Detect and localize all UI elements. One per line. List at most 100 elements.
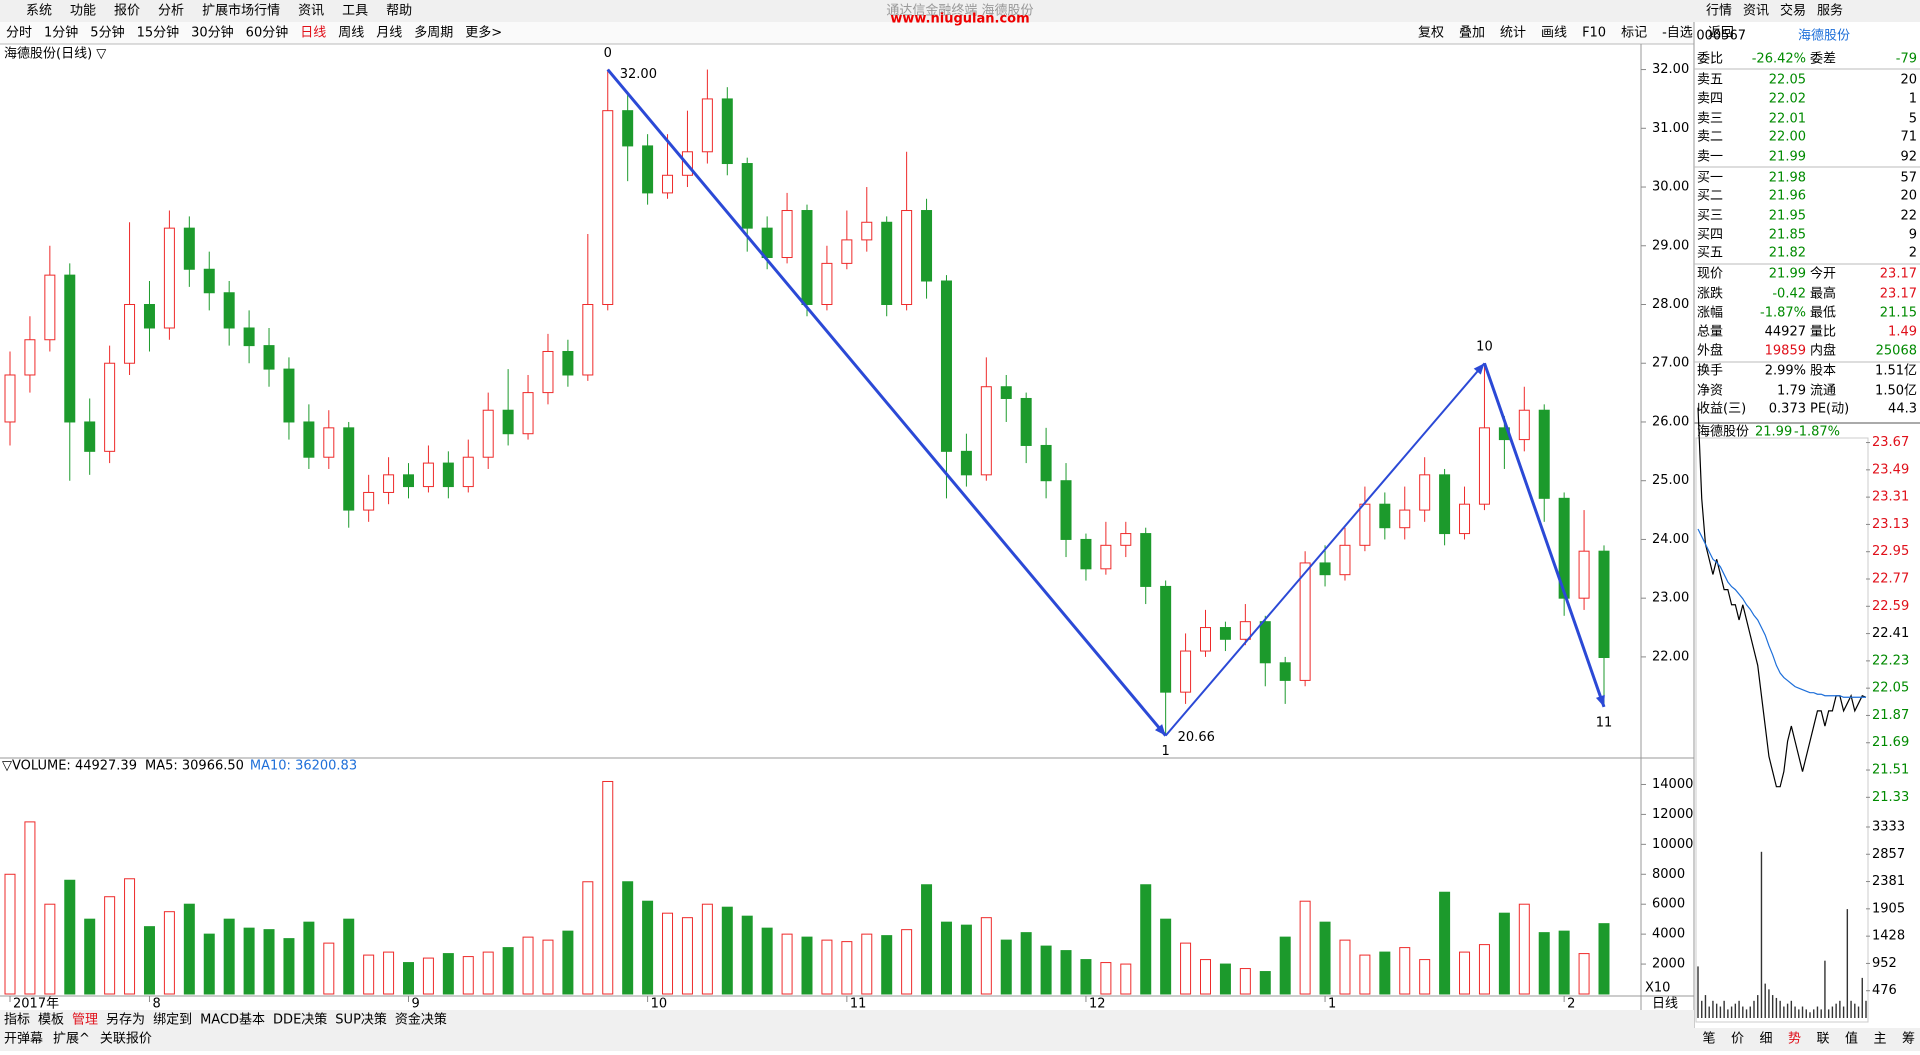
right-tab[interactable]: 联 — [1816, 1032, 1829, 1047]
bottom-tab[interactable]: 管理 — [72, 1013, 98, 1028]
period-tab[interactable]: 5分钟 — [90, 25, 124, 41]
tool-button[interactable]: 统计 — [1500, 26, 1526, 41]
intraday-volume-bar — [1842, 1006, 1845, 1018]
intraday-volume-bar — [1723, 1000, 1725, 1018]
intraday-volume-bar — [1760, 851, 1763, 1018]
bottom-tab[interactable]: 资金决策 — [395, 1012, 447, 1028]
right-tab[interactable]: 细 — [1759, 1032, 1772, 1047]
right-tab[interactable]: 值 — [1845, 1031, 1858, 1047]
candle-body — [343, 427, 355, 511]
tool-button[interactable]: -自选 — [1662, 26, 1693, 41]
right-tab[interactable]: 筹 — [1902, 1031, 1915, 1047]
volume-bar — [84, 918, 96, 995]
period-tab[interactable]: 日线 — [300, 26, 326, 41]
wave-arrowhead — [1154, 724, 1166, 736]
wave-label: 11 — [1596, 715, 1613, 730]
period-tab[interactable]: 15分钟 — [137, 25, 180, 41]
wave-arrowhead — [1595, 694, 1605, 707]
volume-bar — [1020, 932, 1032, 995]
book-label: 买五 — [1697, 246, 1723, 261]
intraday-volume-bar — [1850, 1000, 1852, 1018]
menu-bar — [0, 0, 1920, 22]
y-tick-label: 22.77 — [1872, 572, 1909, 587]
book-volume: 71 — [1900, 130, 1917, 145]
status-tab[interactable]: 开弹幕 — [4, 1032, 43, 1047]
intraday-volume-bar — [1764, 983, 1766, 1018]
volume-bar — [901, 929, 913, 995]
candle-body — [1239, 621, 1251, 640]
volume-bar — [662, 912, 674, 995]
menu-item[interactable]: 分析 — [158, 4, 184, 19]
right-tab[interactable]: 价 — [1731, 1032, 1744, 1047]
tool-button[interactable]: 叠加 — [1459, 26, 1485, 41]
period-tab[interactable]: 多周期 — [414, 25, 453, 41]
volume-bar — [1319, 921, 1331, 995]
menu-item[interactable]: 资讯 — [298, 4, 324, 19]
wave-label: 10 — [1476, 340, 1493, 355]
book-volume: 1 — [1909, 92, 1917, 107]
menu-item[interactable]: 功能 — [70, 4, 96, 19]
bottom-tab[interactable]: 绑定到 — [153, 1013, 192, 1028]
volume-bar — [642, 900, 654, 995]
volume-bar — [602, 780, 614, 995]
period-tab[interactable]: 30分钟 — [191, 25, 234, 41]
candle-body — [522, 392, 534, 435]
status-tab[interactable]: 扩展^ — [53, 1032, 90, 1047]
candle-body — [1160, 585, 1172, 693]
y-tick-label: 22.00 — [1652, 649, 1689, 664]
tool-button[interactable]: 复权 — [1418, 25, 1444, 41]
top-button[interactable]: 服务 — [1817, 3, 1843, 19]
field-value: 1.50亿 — [1875, 384, 1917, 399]
bottom-tab[interactable]: SUP决策 — [335, 1012, 387, 1028]
menu-item[interactable]: 工具 — [342, 4, 368, 19]
volume-bar — [323, 942, 335, 995]
candle-body — [1598, 550, 1610, 658]
candle-body — [303, 421, 315, 458]
candle-body — [960, 450, 972, 476]
candle-body — [1439, 474, 1451, 535]
top-button[interactable]: 资讯 — [1743, 4, 1769, 19]
y-tick-label: 22.05 — [1872, 681, 1909, 696]
menu-item[interactable]: 系统 — [26, 4, 52, 19]
menu-item[interactable]: 帮助 — [386, 4, 412, 19]
bottom-tab[interactable]: DDE决策 — [273, 1012, 327, 1028]
intraday-volume-bar — [1715, 1003, 1718, 1018]
candle-body — [1459, 503, 1471, 535]
period-tab[interactable]: 更多> — [465, 25, 502, 41]
menu-item[interactable]: 扩展市场行情 — [202, 3, 280, 19]
right-tab[interactable]: 笔 — [1702, 1031, 1715, 1047]
book-volume: 22 — [1900, 209, 1917, 224]
book-label: 卖四 — [1697, 92, 1723, 107]
intraday-volume-bar — [1719, 1006, 1722, 1018]
tool-button[interactable]: 返回 — [1708, 26, 1734, 41]
menu-item[interactable]: 报价 — [114, 4, 140, 19]
status-tab[interactable]: 关联报价 — [100, 1032, 152, 1047]
y-tick-label: 8000 — [1652, 867, 1685, 882]
period-tab[interactable]: 周线 — [338, 26, 364, 41]
candle-body — [1020, 397, 1032, 446]
right-tab[interactable]: 主 — [1873, 1032, 1886, 1047]
top-button[interactable]: 交易 — [1780, 3, 1806, 19]
right-tab[interactable]: 势 — [1788, 1031, 1801, 1047]
period-tab[interactable]: 1分钟 — [44, 25, 78, 41]
bottom-tab[interactable]: MACD基本 — [200, 1013, 265, 1028]
top-button[interactable]: 行情 — [1706, 4, 1732, 19]
period-tab[interactable]: 60分钟 — [246, 25, 289, 41]
period-tab[interactable]: 分时 — [6, 26, 32, 41]
book-label: 买四 — [1697, 228, 1723, 243]
bottom-tab[interactable]: 指标 — [4, 1013, 30, 1028]
book-label: 卖二 — [1697, 130, 1723, 145]
candle-body — [442, 462, 454, 488]
tool-button[interactable]: 画线 — [1541, 26, 1567, 41]
intraday-line — [1697, 407, 1867, 788]
tool-button[interactable]: F10 — [1582, 26, 1606, 41]
y-tick-label: 22.59 — [1872, 599, 1909, 614]
period-tab[interactable]: 月线 — [376, 26, 402, 41]
tool-button[interactable]: 标记 — [1621, 26, 1647, 41]
volume-bar — [442, 953, 454, 995]
bottom-tab[interactable]: 另存为 — [106, 1013, 145, 1028]
candle-body — [24, 339, 36, 376]
bottom-tab[interactable]: 模板 — [38, 1013, 64, 1028]
chart-title: 海德股份(日线) ▽ — [4, 47, 106, 62]
volume-bar — [960, 924, 972, 995]
